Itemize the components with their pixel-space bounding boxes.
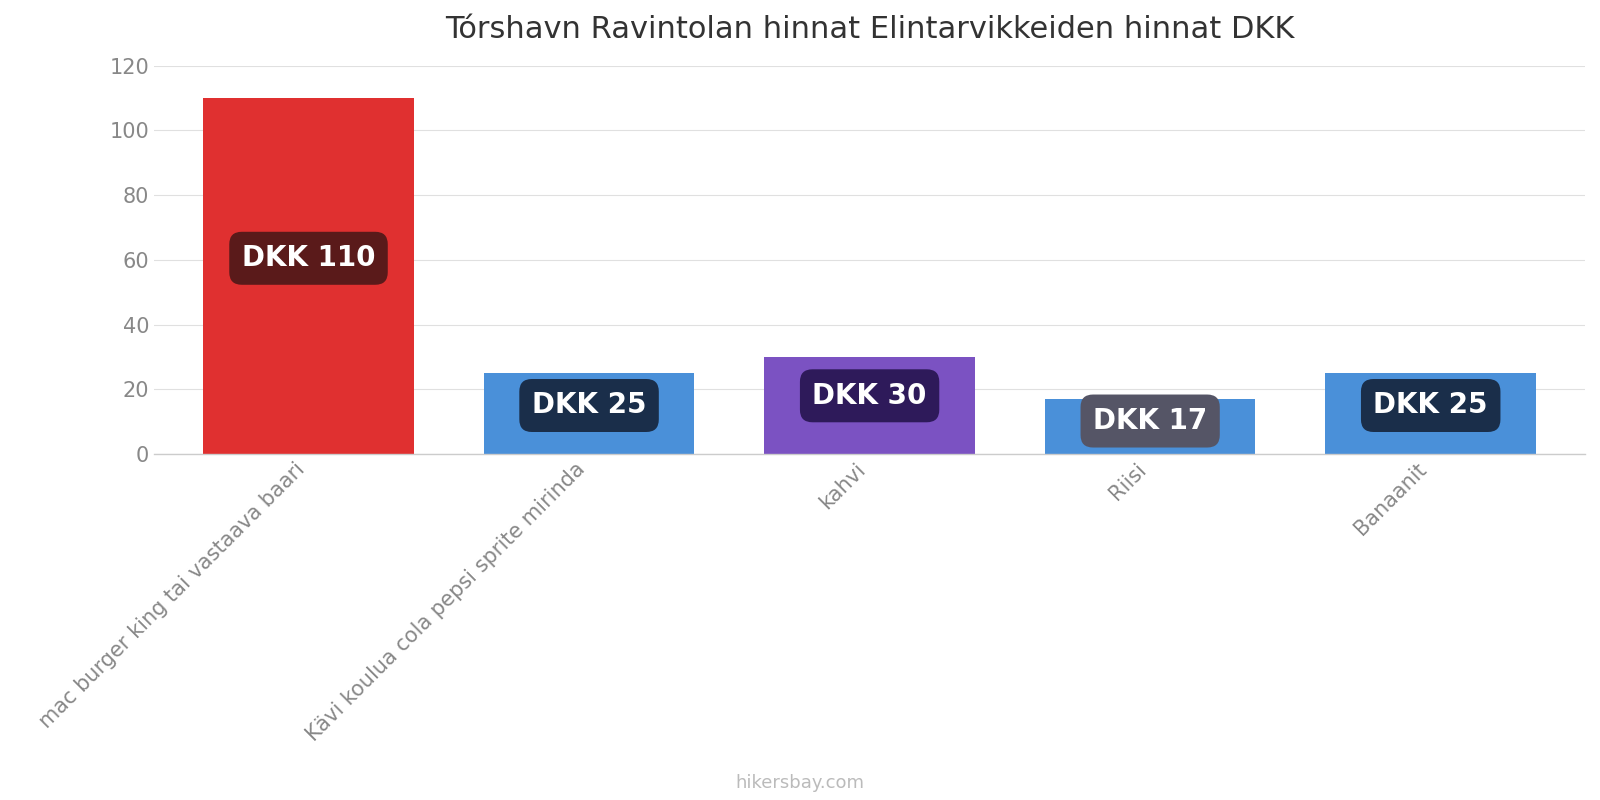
Text: DKK 25: DKK 25 xyxy=(531,391,646,419)
Title: Tórshavn Ravintolan hinnat Elintarvikkeiden hinnat DKK: Tórshavn Ravintolan hinnat Elintarvikkei… xyxy=(445,15,1294,44)
Bar xyxy=(1045,399,1256,454)
Bar xyxy=(765,357,974,454)
Bar xyxy=(1325,373,1536,454)
Text: DKK 30: DKK 30 xyxy=(813,382,926,410)
Bar xyxy=(483,373,694,454)
Text: DKK 25: DKK 25 xyxy=(1373,391,1488,419)
Text: DKK 17: DKK 17 xyxy=(1093,407,1208,435)
Text: DKK 110: DKK 110 xyxy=(242,244,376,272)
Bar xyxy=(203,98,414,454)
Text: hikersbay.com: hikersbay.com xyxy=(736,774,864,792)
